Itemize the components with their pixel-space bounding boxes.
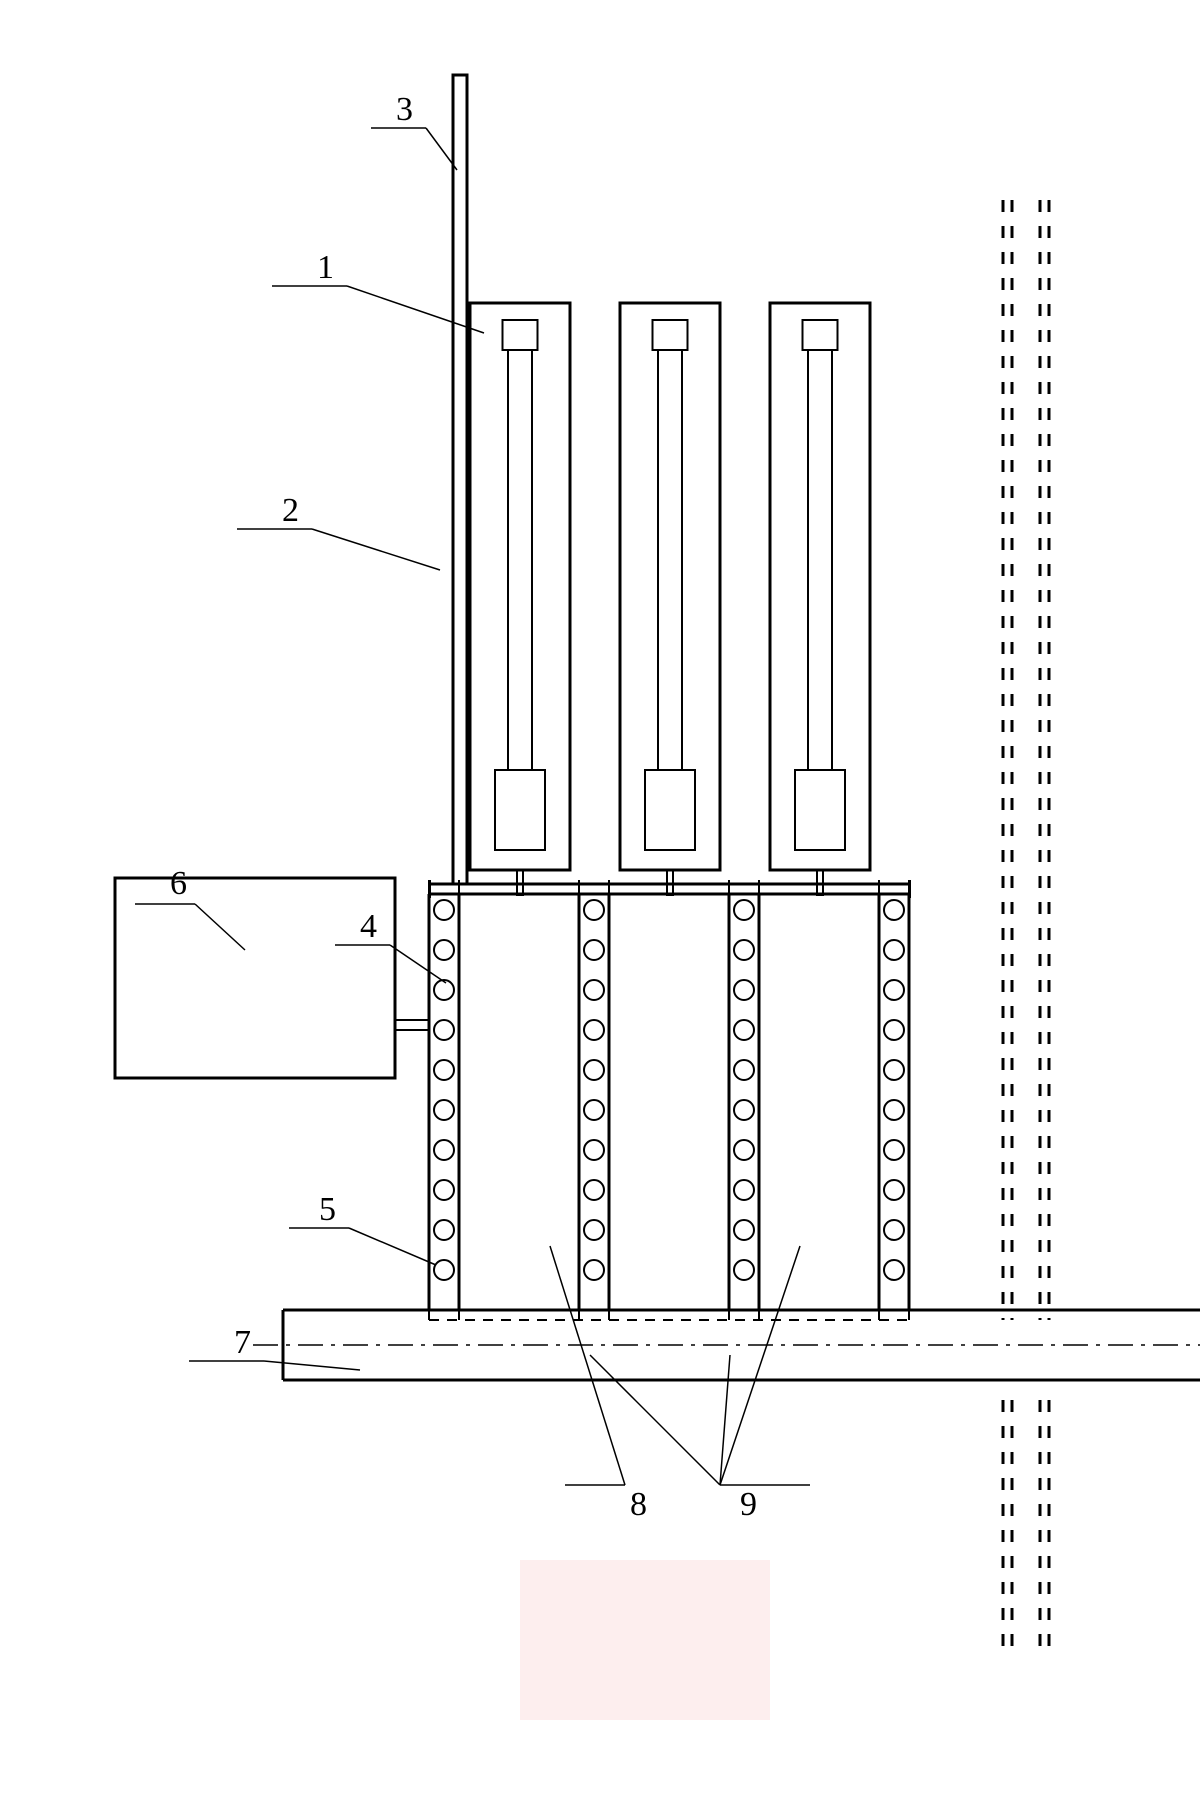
callout-label-4: 4 (360, 908, 377, 945)
callout-label-3: 3 (396, 91, 413, 128)
callout-label-2: 2 (282, 492, 299, 529)
callout-label-1: 1 (317, 249, 334, 286)
callout-label-9: 9 (740, 1486, 757, 1523)
engineering-diagram: 1 2 3 4 5 6 7 8 9 (0, 0, 1200, 1800)
callout-label-7: 7 (234, 1324, 251, 1361)
callout-label-8: 8 (630, 1486, 647, 1523)
callout-label-6: 6 (170, 865, 187, 902)
callout-label-5: 5 (319, 1191, 336, 1228)
